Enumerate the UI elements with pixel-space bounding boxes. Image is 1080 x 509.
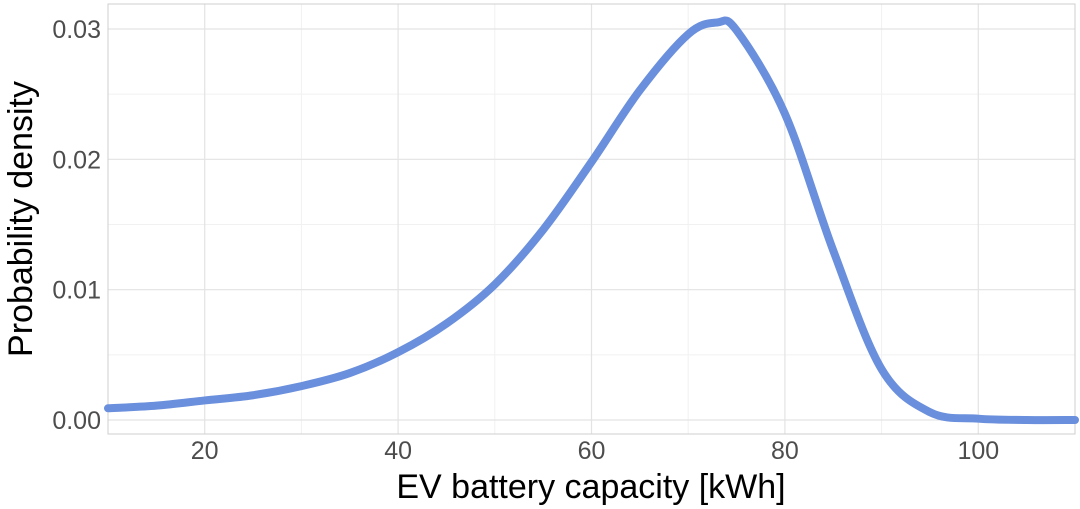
x-axis-title: EV battery capacity [kWh] (396, 468, 785, 506)
y-tick-label: 0.03 (52, 16, 101, 44)
x-tick-label: 40 (384, 437, 412, 465)
y-tick-label: 0.00 (52, 407, 101, 435)
y-tick-label: 0.01 (52, 277, 101, 305)
plot-panel-border (107, 3, 1076, 435)
y-axis-title: Probability density (2, 81, 40, 357)
x-tick-label: 60 (578, 437, 606, 465)
x-axis-ticks: 20 40 60 80 100 (191, 437, 999, 465)
x-tick-label: 100 (957, 437, 999, 465)
x-tick-label: 20 (191, 437, 219, 465)
y-tick-label: 0.02 (52, 146, 101, 174)
density-curve (104, 16, 1079, 425)
x-tick-label: 80 (771, 437, 799, 465)
y-axis-ticks: 0.00 0.01 0.02 0.03 (52, 16, 101, 435)
series-layer (104, 16, 1079, 425)
